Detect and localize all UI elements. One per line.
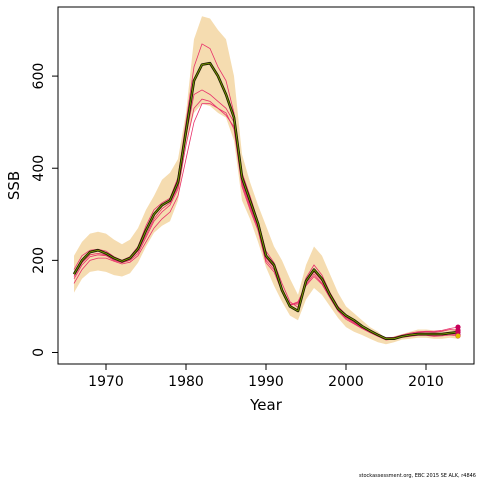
plot-frame (57, 6, 475, 365)
x-tick-label: 2010 (408, 374, 444, 390)
x-tick-label: 2000 (328, 374, 364, 390)
y-axis-title: SSB (5, 171, 23, 200)
x-tick-label: 1970 (88, 374, 124, 390)
final-year-dots-layer (455, 324, 461, 339)
x-tick-label: 1990 (248, 374, 284, 390)
y-axis: 0 200 400 600 (31, 63, 58, 357)
retrospective-line-3 (73, 89, 459, 340)
final-year-dot (455, 327, 461, 333)
final-year-dot-lower (455, 333, 461, 339)
y-tick-label: 600 (31, 63, 47, 90)
retrospective-line-2 (73, 98, 459, 341)
series-layer (72, 43, 459, 341)
y-tick-label: 400 (31, 155, 47, 182)
confidence-band (74, 16, 458, 345)
source-footnote: stockassessment.org, EBC 2015 SE ALK, r4… (358, 473, 476, 479)
y-tick-label: 200 (31, 247, 47, 274)
x-tick-label: 1980 (168, 374, 204, 390)
x-axis: 1970 1980 1990 2000 2010 (88, 364, 444, 390)
x-axis-title: Year (249, 396, 283, 414)
retrospective-line-1 (73, 43, 459, 339)
y-tick-label: 0 (31, 348, 47, 357)
main-estimate-highlight (73, 62, 459, 340)
main-estimate-line (72, 61, 459, 340)
retrospective-line-4 (73, 103, 459, 341)
confidence-band-layer (74, 16, 458, 345)
